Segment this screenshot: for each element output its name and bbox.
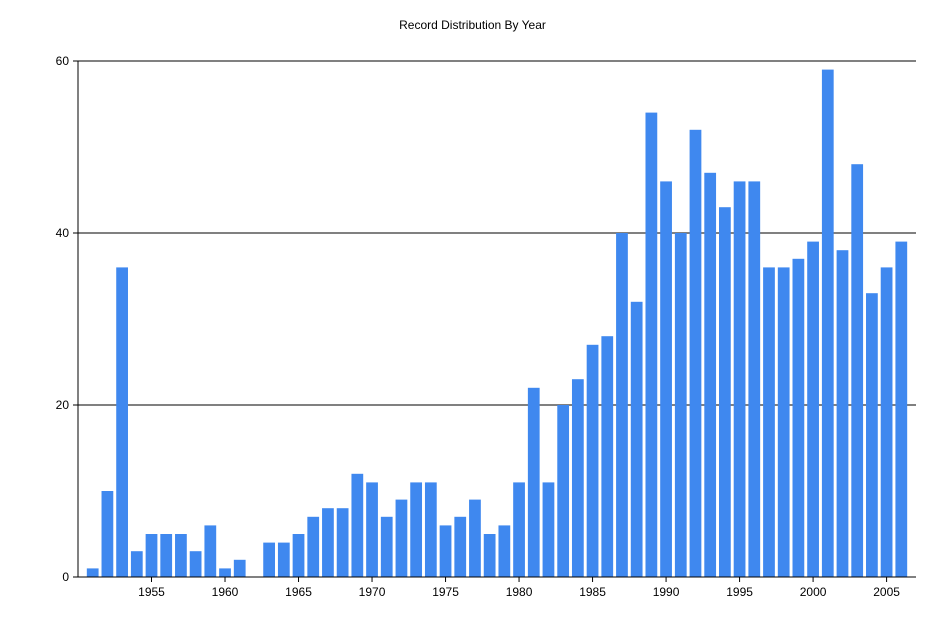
- bar: [116, 267, 128, 577]
- bar: [395, 499, 408, 577]
- bar: [527, 387, 540, 577]
- bar: [792, 258, 805, 577]
- bar: [189, 551, 202, 577]
- bar: [851, 164, 864, 577]
- bar: [263, 542, 276, 577]
- bar: [292, 534, 305, 577]
- bar: [674, 233, 687, 577]
- bar: [145, 534, 158, 577]
- bar: [204, 525, 217, 577]
- bar: [233, 559, 246, 577]
- x-tick-label: 2000: [800, 585, 827, 599]
- bar: [469, 499, 481, 577]
- bar: [807, 241, 819, 577]
- bar: [704, 172, 717, 578]
- bar: [424, 482, 437, 577]
- bar: [895, 241, 908, 577]
- bar: [513, 482, 525, 577]
- bar: [86, 568, 99, 577]
- x-tick-label: 1990: [653, 585, 680, 599]
- bar: [366, 482, 378, 577]
- bar: [777, 267, 790, 577]
- x-tick-label: 1960: [212, 585, 239, 599]
- y-axis-ticks: 0 20 40 60: [56, 54, 78, 584]
- x-tick-label: 1965: [285, 585, 312, 599]
- x-tick-label: 1980: [506, 585, 533, 599]
- bar: [571, 379, 584, 577]
- bar: [277, 542, 290, 577]
- bar: [219, 568, 231, 577]
- bar: [130, 551, 143, 577]
- y-tick-label: 40: [56, 226, 70, 240]
- bar: [660, 181, 672, 577]
- x-tick-label: 1995: [726, 585, 753, 599]
- bar: [439, 525, 452, 577]
- bar: [616, 233, 628, 577]
- bar: [748, 181, 761, 577]
- bar: [557, 405, 570, 577]
- bar: [454, 516, 467, 577]
- bar: [175, 534, 187, 577]
- x-tick-label: 1955: [138, 585, 165, 599]
- bar: [880, 267, 893, 577]
- chart-title: Record Distribution By Year: [399, 18, 546, 32]
- bar: [733, 181, 746, 577]
- bar: [586, 344, 599, 577]
- bar: [836, 250, 849, 577]
- bar: [866, 293, 878, 577]
- bar: [542, 482, 555, 577]
- bar: [763, 267, 775, 577]
- x-tick-label: 2005: [873, 585, 900, 599]
- y-tick-label: 20: [56, 398, 70, 412]
- bar: [307, 516, 320, 577]
- axes: [77, 61, 916, 578]
- bar: [483, 534, 496, 577]
- bar: [101, 491, 114, 577]
- bar: [351, 473, 364, 577]
- bars: [86, 69, 908, 578]
- y-tick-label: 0: [62, 570, 69, 584]
- bar: [498, 525, 511, 577]
- x-tick-label: 1970: [359, 585, 386, 599]
- y-tick-label: 60: [56, 54, 70, 68]
- bar: [410, 482, 423, 577]
- x-tick-label: 1975: [432, 585, 459, 599]
- bar: [718, 207, 731, 577]
- bar: [336, 508, 349, 577]
- bar: [645, 112, 658, 577]
- gridlines: [78, 60, 916, 406]
- x-tick-label: 1985: [579, 585, 606, 599]
- bar: [689, 129, 702, 578]
- x-axis-ticks: 1955 1960 1965 1970 1975 1980 1985 1990 1995 2000…: [138, 577, 900, 599]
- bar: [322, 508, 334, 577]
- bar: [630, 301, 643, 577]
- bar: [380, 516, 393, 577]
- bar: [821, 69, 834, 577]
- bar: [601, 336, 614, 577]
- bar: [160, 534, 173, 577]
